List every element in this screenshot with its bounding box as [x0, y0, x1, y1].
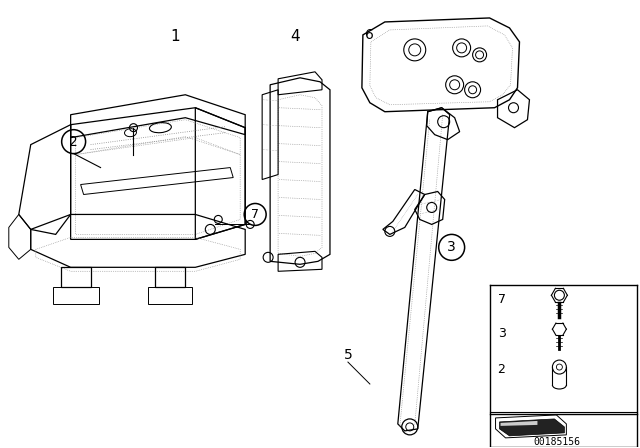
Text: 6: 6 — [365, 28, 374, 42]
Text: 00185156: 00185156 — [533, 437, 580, 447]
Polygon shape — [500, 421, 538, 426]
Text: 3: 3 — [447, 241, 456, 254]
Text: 4: 4 — [291, 30, 300, 44]
Text: 5: 5 — [344, 348, 352, 362]
Text: 7: 7 — [251, 208, 259, 221]
Text: 3: 3 — [497, 327, 506, 340]
Text: 1: 1 — [170, 30, 180, 44]
Text: 2: 2 — [497, 362, 506, 375]
Text: 7: 7 — [497, 293, 506, 306]
Polygon shape — [500, 419, 564, 436]
Text: 2: 2 — [69, 135, 78, 149]
